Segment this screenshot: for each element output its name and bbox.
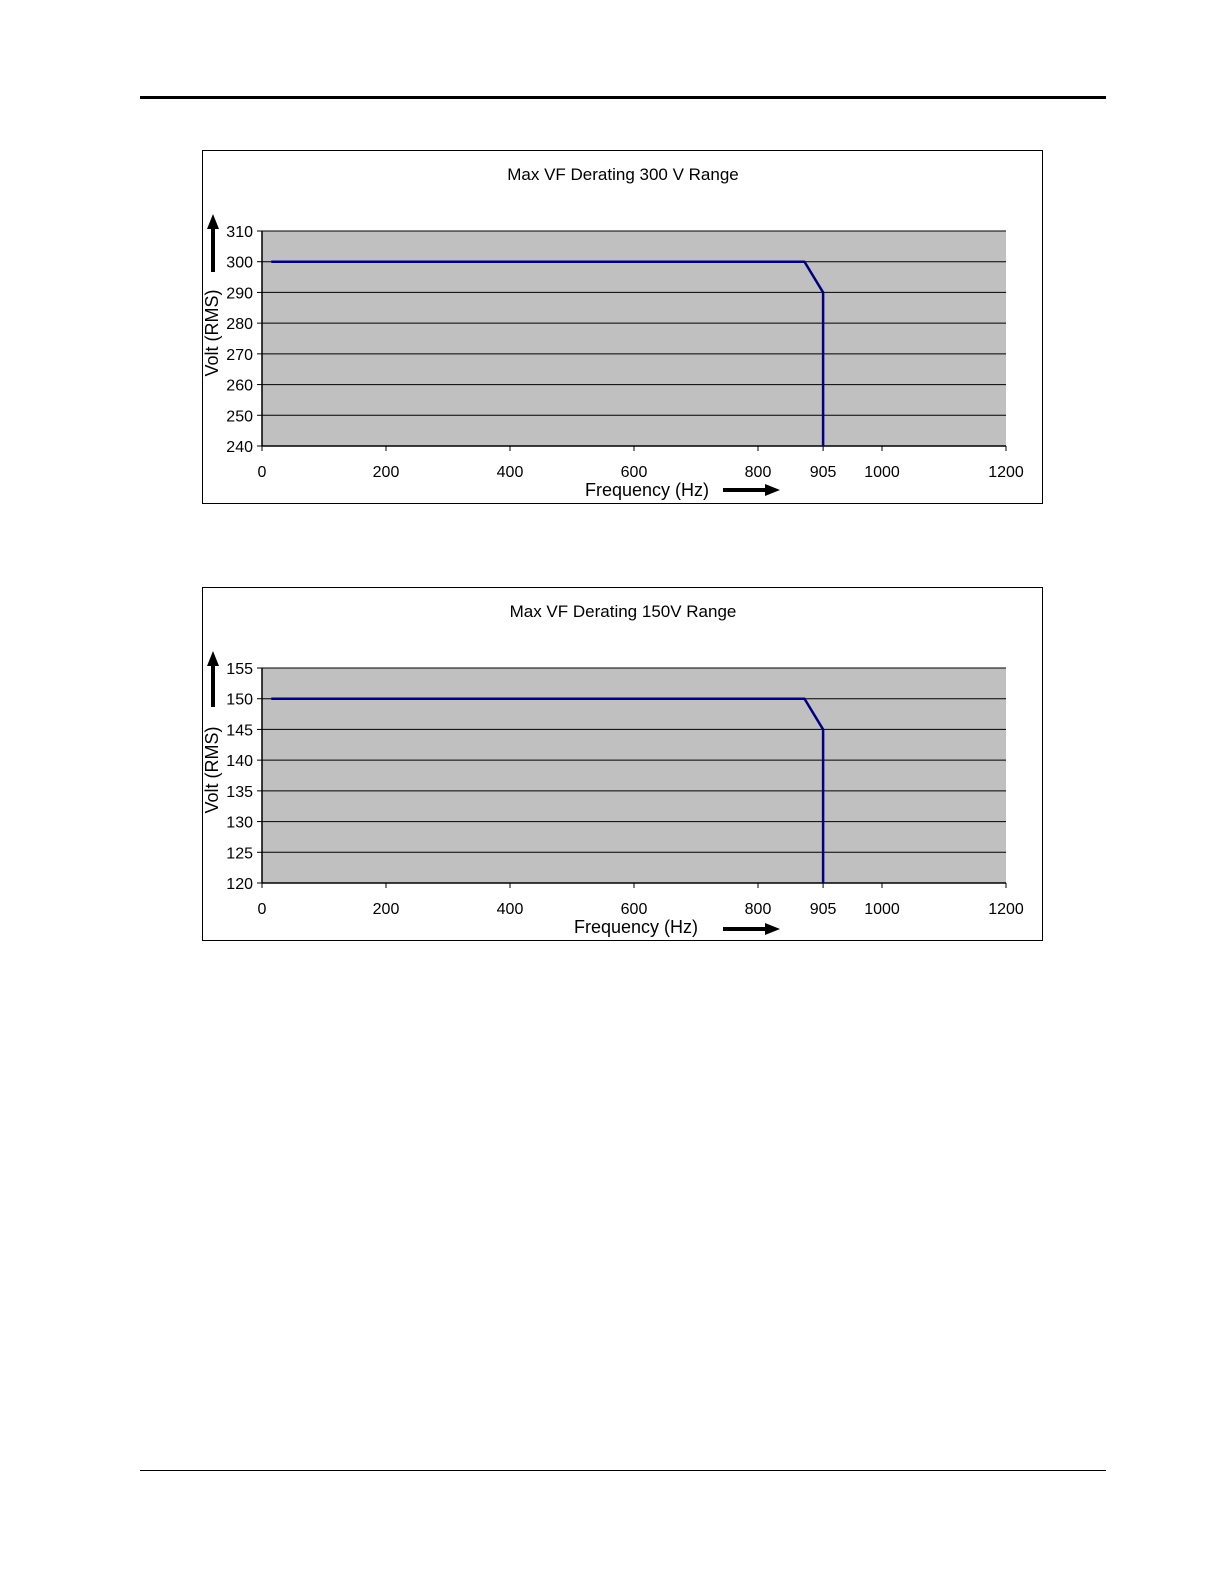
x-tick-label: 400 — [497, 901, 524, 918]
x-tick-label: 1200 — [988, 901, 1024, 918]
x-axis-label: Frequency (Hz) — [585, 480, 709, 500]
plot-area — [262, 668, 1006, 883]
y-tick-label: 250 — [226, 408, 253, 425]
plot-area — [262, 231, 1006, 446]
x-tick-label: 600 — [621, 464, 648, 481]
chart-150v-range: Max VF Derating 150V Range 155 150 145 140 1… — [202, 587, 1043, 941]
y-tick-label: 155 — [226, 661, 253, 678]
y-tick-label: 125 — [226, 845, 253, 862]
header-rule — [140, 96, 1106, 99]
y-tick-label: 140 — [226, 753, 253, 770]
chart-150v-svg: Max VF Derating 150V Range 155 150 145 140 1… — [203, 602, 1024, 937]
y-tick-label: 300 — [226, 255, 253, 272]
chart-300v-range: Max VF Derating 300 V Range 310 300 290 280… — [202, 150, 1043, 504]
y-tick-label: 270 — [226, 347, 253, 364]
x-tick-label: 1000 — [864, 464, 900, 481]
x-tick-label: 400 — [497, 464, 524, 481]
x-tick-label: 600 — [621, 901, 648, 918]
y-tick-label: 120 — [226, 876, 253, 893]
y-axis-label: Volt (RMS) — [203, 289, 222, 376]
chart-title: Max VF Derating 150V Range — [510, 602, 737, 621]
x-tick-label: 800 — [745, 464, 772, 481]
x-right-arrow-icon — [723, 923, 780, 935]
chart-300v-svg: Max VF Derating 300 V Range 310 300 290 280… — [203, 165, 1024, 500]
y-tick-label: 135 — [226, 784, 253, 801]
y-tick-label: 240 — [226, 439, 253, 456]
x-axis-label: Frequency (Hz) — [574, 917, 698, 937]
footer-rule — [140, 1470, 1106, 1471]
x-tick-label: 200 — [373, 464, 400, 481]
y-axis-label: Volt (RMS) — [203, 726, 222, 813]
chart-title: Max VF Derating 300 V Range — [507, 165, 739, 184]
y-tick-label: 290 — [226, 285, 253, 302]
y-tick-label: 280 — [226, 316, 253, 333]
y-tick-label: 145 — [226, 722, 253, 739]
y-tick-label: 260 — [226, 378, 253, 395]
y-tick-label: 310 — [226, 224, 253, 241]
x-tick-label: 800 — [745, 901, 772, 918]
series-line — [271, 260, 825, 446]
x-tick-label: 0 — [258, 464, 267, 481]
y-tick-label: 150 — [226, 692, 253, 709]
x-right-arrow-icon — [723, 484, 780, 496]
x-tick-label: 1200 — [988, 464, 1024, 481]
y-up-arrow-icon — [207, 651, 219, 707]
y-up-arrow-icon — [207, 214, 219, 272]
x-tick-label: 200 — [373, 901, 400, 918]
x-tick-label: 905 — [810, 464, 837, 481]
x-tick-label: 0 — [258, 901, 267, 918]
x-tick-label: 1000 — [864, 901, 900, 918]
y-tick-label: 130 — [226, 815, 253, 832]
series-line — [271, 697, 825, 883]
x-tick-label: 905 — [810, 901, 837, 918]
